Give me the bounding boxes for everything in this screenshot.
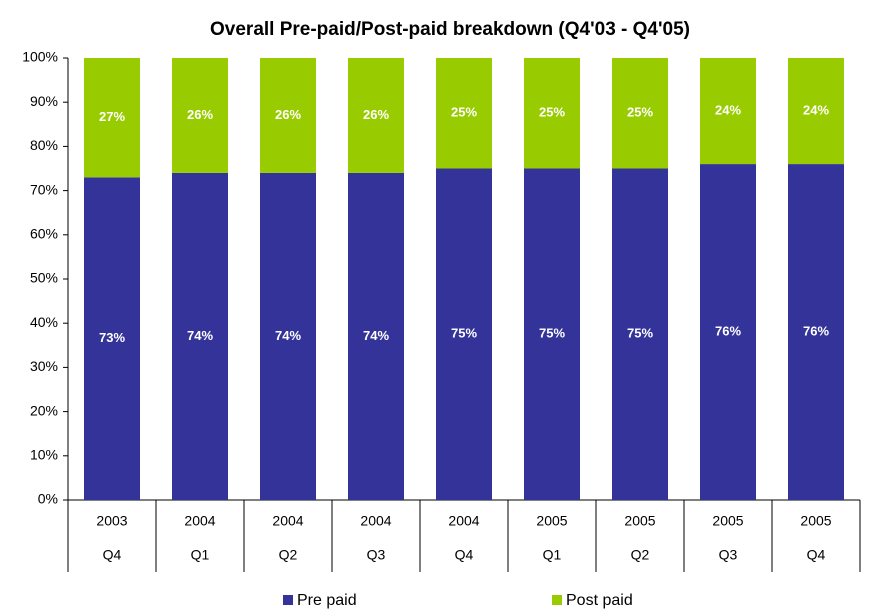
value-label: 25% — [627, 105, 653, 120]
value-label: 75% — [539, 326, 565, 341]
y-tick-label: 20% — [30, 402, 58, 418]
x-tick-label: Q4 — [103, 547, 122, 563]
x-group-label: 2003 — [96, 513, 127, 529]
bar-segment — [700, 164, 756, 500]
value-label: 75% — [451, 326, 477, 341]
legend-label: Pre paid — [297, 592, 357, 609]
bar-segment — [436, 168, 492, 500]
y-tick-label: 10% — [30, 447, 58, 463]
y-tick-label: 80% — [30, 137, 58, 153]
x-group-label: 2004 — [360, 513, 391, 529]
bar-segment — [348, 58, 404, 173]
x-tick-label: Q4 — [455, 547, 474, 563]
value-label: 74% — [187, 328, 213, 343]
x-tick-label: Q1 — [543, 547, 562, 563]
bar-segment — [788, 58, 844, 165]
y-tick-label: 50% — [30, 270, 58, 286]
y-tick-label: 70% — [30, 181, 58, 197]
value-label: 74% — [275, 328, 301, 343]
x-group-label: 2005 — [712, 513, 743, 529]
x-tick-label: Q2 — [279, 547, 298, 563]
bar-segment — [260, 58, 316, 173]
bar-segment — [612, 58, 668, 169]
bar-segment — [84, 58, 140, 178]
bar-segment — [348, 172, 404, 501]
bar-segment — [612, 168, 668, 500]
y-tick-label: 90% — [30, 93, 58, 109]
y-tick-label: 100% — [22, 49, 58, 65]
x-group-label: 2004 — [272, 513, 303, 529]
value-label: 26% — [363, 107, 389, 122]
y-tick-label: 30% — [30, 358, 58, 374]
legend-swatch — [552, 595, 562, 605]
legend-label: Post paid — [566, 592, 633, 609]
bar-segment — [524, 58, 580, 169]
value-label: 24% — [803, 102, 829, 117]
bar-segment — [788, 164, 844, 500]
x-group-label: 2005 — [800, 513, 831, 529]
x-group-label: 2005 — [536, 513, 567, 529]
value-label: 25% — [539, 105, 565, 120]
value-label: 25% — [451, 105, 477, 120]
x-tick-label: Q4 — [807, 547, 826, 563]
x-group-label: 2004 — [184, 513, 215, 529]
x-tick-label: Q1 — [191, 547, 210, 563]
bar-segment — [260, 172, 316, 501]
chart-title: Overall Pre-paid/Post-paid breakdown (Q4… — [210, 19, 690, 40]
value-label: 75% — [627, 326, 653, 341]
value-label: 76% — [715, 323, 741, 338]
legend-swatch — [283, 595, 293, 605]
value-label: 24% — [715, 102, 741, 117]
value-label: 26% — [275, 107, 301, 122]
y-tick-label: 40% — [30, 314, 58, 330]
y-tick-label: 60% — [30, 226, 58, 242]
y-tick-label: 0% — [38, 491, 58, 507]
bar-segment — [84, 177, 140, 500]
value-label: 74% — [363, 328, 389, 343]
x-group-label: 2005 — [624, 513, 655, 529]
bar-segment — [172, 172, 228, 501]
x-tick-label: Q3 — [719, 547, 738, 563]
value-label: 76% — [803, 323, 829, 338]
bar-segment — [700, 58, 756, 165]
x-group-label: 2004 — [448, 513, 479, 529]
bar-segment — [436, 58, 492, 169]
x-tick-label: Q3 — [367, 547, 386, 563]
value-label: 26% — [187, 107, 213, 122]
bar-segment — [172, 58, 228, 173]
x-tick-label: Q2 — [631, 547, 650, 563]
bar-segment — [524, 168, 580, 500]
value-label: 73% — [99, 330, 125, 345]
value-label: 27% — [99, 109, 125, 124]
